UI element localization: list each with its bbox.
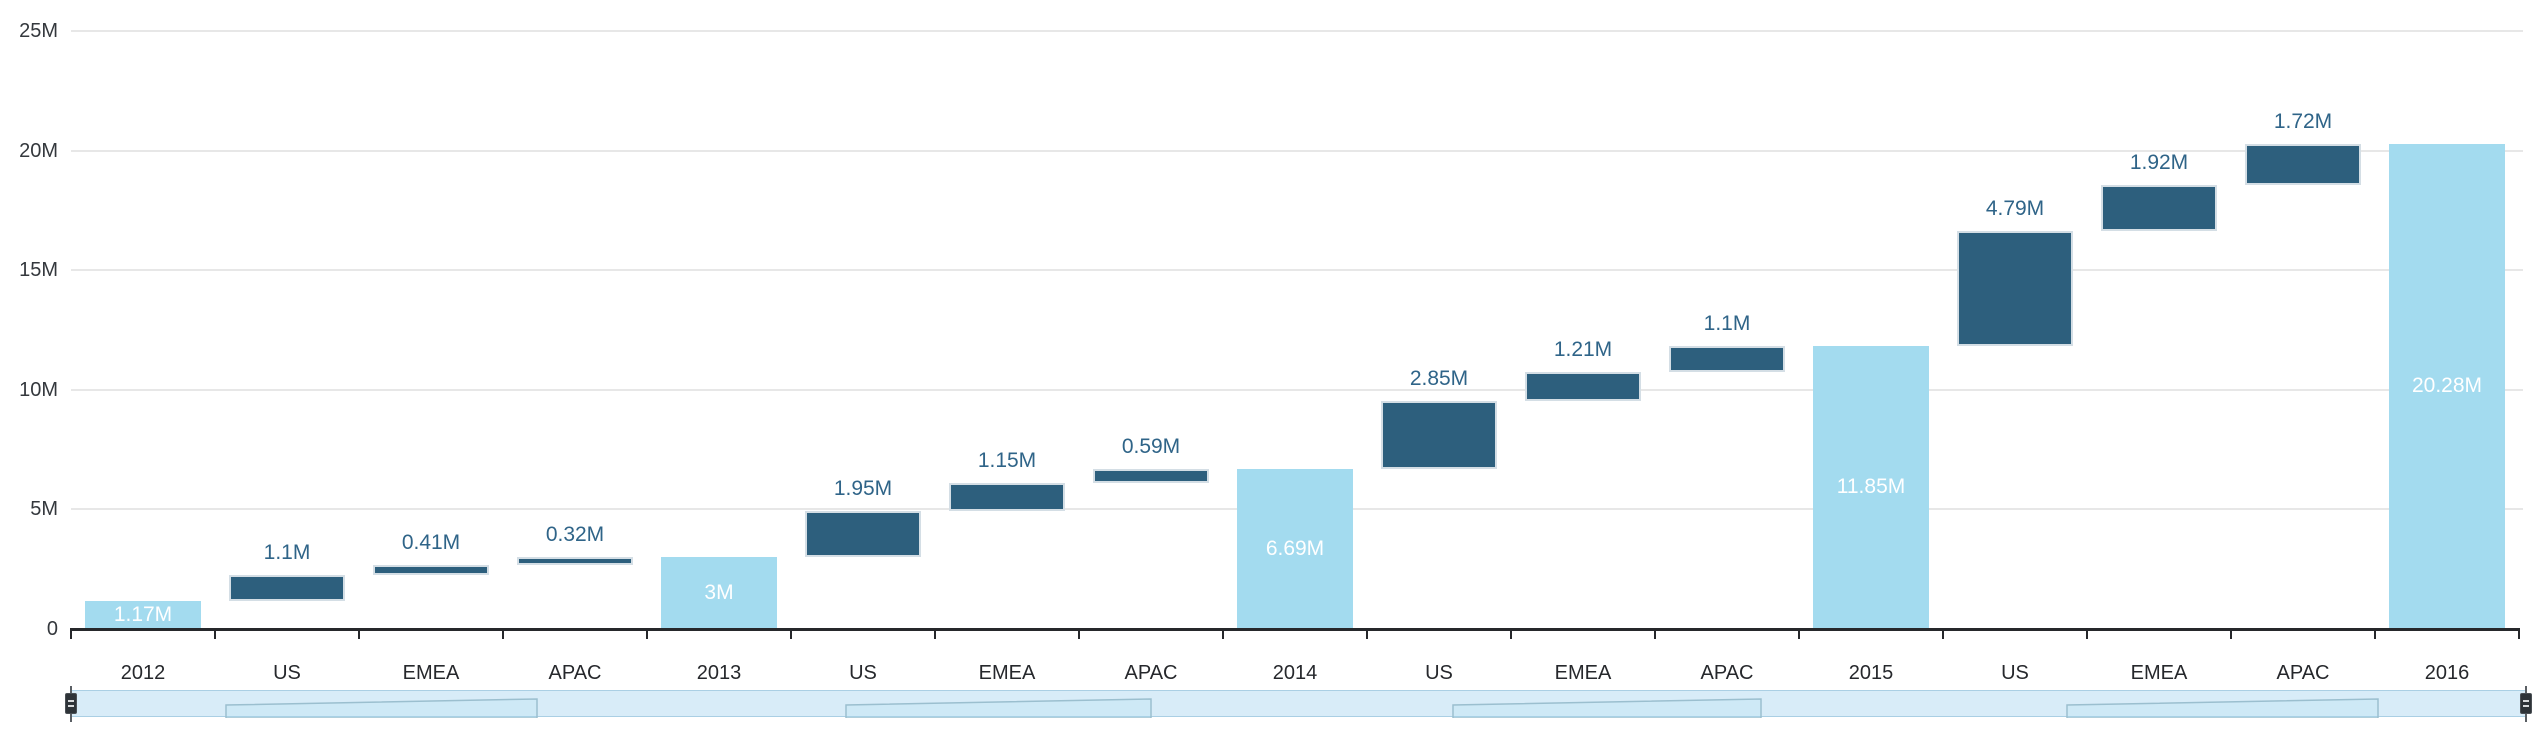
grip-icon xyxy=(65,693,77,714)
x-axis-label-apac: APAC xyxy=(1124,662,1178,684)
y-axis-label: 0 xyxy=(46,618,58,640)
waterfall-bar-2015-12[interactable] xyxy=(1813,345,1929,629)
x-axis-tick xyxy=(1366,628,1368,639)
x-axis-label-apac: APAC xyxy=(1700,662,1754,684)
gridline xyxy=(71,30,2523,32)
bar-value-label: 1.17M xyxy=(113,603,173,626)
navigator-right-handle[interactable] xyxy=(2519,686,2533,722)
x-axis-tick xyxy=(214,628,216,639)
waterfall-bar-emea-10[interactable] xyxy=(1525,371,1641,401)
bar-value-label: 1.21M xyxy=(1553,337,1613,361)
waterfall-bar-apac-11[interactable] xyxy=(1669,345,1785,372)
x-axis-label-2012: 2012 xyxy=(120,662,166,684)
x-axis-tick xyxy=(934,628,936,639)
x-axis-tick xyxy=(2518,628,2520,639)
bar-value-label: 0.32M xyxy=(545,523,605,547)
bar-value-label: 6.69M xyxy=(1265,536,1325,560)
x-axis-label-us: US xyxy=(2001,662,2029,684)
waterfall-bar-apac-7[interactable] xyxy=(1093,468,1209,484)
navigator-scrollbar[interactable] xyxy=(71,690,2526,718)
x-axis-tick xyxy=(790,628,792,639)
x-axis-label-emea: EMEA xyxy=(402,662,460,684)
waterfall-bar-2014-8[interactable] xyxy=(1237,468,1353,629)
x-axis-label-us: US xyxy=(849,662,877,684)
bar-value-label: 11.85M xyxy=(1836,475,1906,499)
x-axis-tick xyxy=(1222,628,1224,639)
x-axis-label-2014: 2014 xyxy=(1272,662,1318,684)
y-axis-label: 10M xyxy=(19,378,58,401)
bar-value-label: 0.41M xyxy=(401,530,461,554)
waterfall-bar-2016-16[interactable] xyxy=(2389,143,2505,629)
x-axis-tick xyxy=(2086,628,2088,639)
bar-value-label: 1.92M xyxy=(2129,151,2189,175)
navigator-preview xyxy=(225,698,2379,718)
bar-value-label: 0.59M xyxy=(1121,434,1181,458)
gridline xyxy=(71,149,2523,152)
bar-value-label: 1.72M xyxy=(2273,109,2333,133)
x-axis-tick xyxy=(1798,628,1800,639)
gridline xyxy=(71,269,2523,272)
x-axis-tick xyxy=(1942,628,1944,639)
bar-value-label: 1.15M xyxy=(977,449,1037,473)
waterfall-bar-emea-6[interactable] xyxy=(949,483,1065,511)
x-axis-tick xyxy=(70,628,72,639)
x-axis-label-us: US xyxy=(1425,662,1453,684)
waterfall-bar-us-5[interactable] xyxy=(805,510,921,558)
navigator-left-handle[interactable] xyxy=(64,686,78,722)
bar-value-label: 2.85M xyxy=(1409,366,1469,390)
x-axis-label-emea: EMEA xyxy=(1554,662,1612,684)
x-axis-tick xyxy=(358,628,360,639)
x-axis-tick xyxy=(1078,628,1080,639)
waterfall-bar-2012-0[interactable] xyxy=(85,601,201,629)
grip-icon xyxy=(2520,693,2532,714)
waterfall-bar-us-9[interactable] xyxy=(1381,400,1497,469)
bar-value-label: 20.28M xyxy=(2411,374,2483,398)
bar-value-label: 1.1M xyxy=(1703,311,1751,335)
y-axis-label: 25M xyxy=(19,20,58,42)
waterfall-bar-emea-2[interactable] xyxy=(373,564,489,575)
x-axis-tick xyxy=(2230,628,2232,639)
gridline xyxy=(71,388,2523,391)
bar-value-label: 3M xyxy=(704,581,734,605)
y-axis-label: 15M xyxy=(19,259,58,282)
waterfall-bar-us-1[interactable] xyxy=(229,574,345,601)
bar-value-label: 4.79M xyxy=(1985,196,2045,220)
y-axis-label: 5M xyxy=(30,498,58,521)
x-axis-tick xyxy=(646,628,648,639)
waterfall-bar-2013-4[interactable] xyxy=(661,557,777,629)
x-axis-label-2015: 2015 xyxy=(1848,662,1894,684)
waterfall-bar-emea-14[interactable] xyxy=(2101,185,2217,231)
x-axis-tick xyxy=(2374,628,2376,639)
x-axis-tick xyxy=(1510,628,1512,639)
bar-value-label: 1.95M xyxy=(833,476,893,500)
x-axis-tick xyxy=(1654,628,1656,639)
x-axis-label-us: US xyxy=(273,662,301,684)
x-axis-label-emea: EMEA xyxy=(2130,662,2188,684)
x-axis-label-apac: APAC xyxy=(548,662,602,684)
bar-value-label: 1.1M xyxy=(263,540,311,564)
x-axis-label-2016: 2016 xyxy=(2424,662,2470,684)
x-axis-line xyxy=(71,628,2519,631)
waterfall-bar-us-13[interactable] xyxy=(1957,230,2073,346)
x-axis-label-emea: EMEA xyxy=(978,662,1036,684)
x-axis-label-apac: APAC xyxy=(2276,662,2330,684)
y-axis-label: 20M xyxy=(19,139,58,162)
waterfall-bar-apac-3[interactable] xyxy=(517,557,633,565)
x-axis-label-2013: 2013 xyxy=(696,662,742,684)
x-axis-tick xyxy=(502,628,504,639)
waterfall-bar-apac-15[interactable] xyxy=(2245,143,2361,186)
